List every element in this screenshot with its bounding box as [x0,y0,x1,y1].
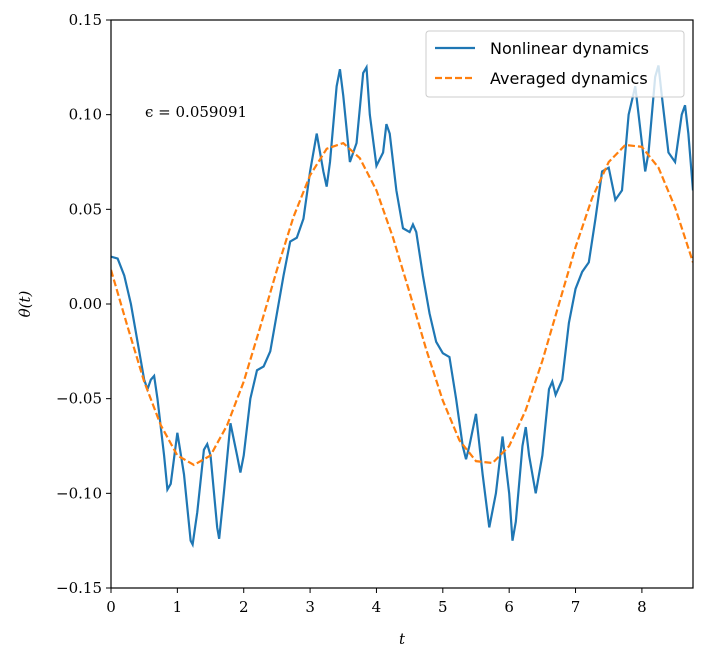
x-tick-label: 4 [372,598,382,616]
y-tick-label: −0.15 [56,579,102,597]
y-tick-label: −0.10 [56,484,102,502]
y-tick-label: 0.05 [69,200,102,218]
x-tick-label: 3 [305,598,315,616]
x-tick-label: 7 [571,598,581,616]
x-tick-label: 5 [438,598,448,616]
y-tick-label: 0.15 [69,11,102,29]
legend-box [425,30,685,98]
legend-label: Nonlinear dynamics [490,39,649,58]
x-tick-label: 2 [239,598,249,616]
x-tick-label: 8 [637,598,647,616]
y-tick-label: 0.00 [69,295,102,313]
y-axis-label: θ(t) [16,290,34,317]
annotation: ϵ = 0.059091 [145,103,247,121]
legend-label: Averaged dynamics [490,69,648,88]
y-tick-label: 0.10 [69,106,102,124]
y-tick-label: −0.05 [56,390,102,408]
x-axis-label: t [399,630,406,648]
x-tick-label: 1 [173,598,183,616]
x-tick-label: 0 [106,598,116,616]
plot-frame [110,19,694,589]
x-tick-label: 6 [504,598,514,616]
series-line [111,141,693,467]
